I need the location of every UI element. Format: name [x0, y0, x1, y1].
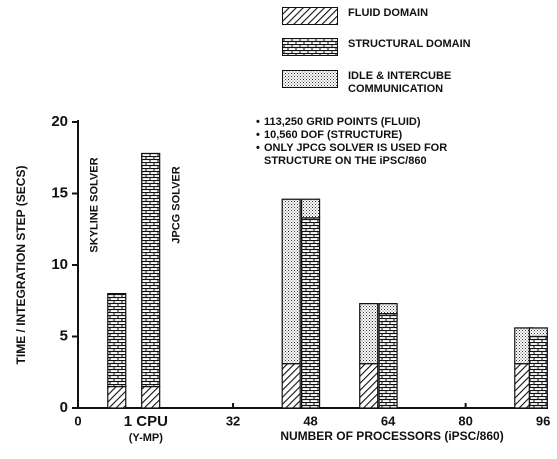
bar-segment: [281, 198, 301, 365]
y-tick-label: 15: [51, 184, 68, 201]
note: 113,250 GRID POINTS (FLUID): [256, 116, 456, 129]
bar-segment: [141, 152, 161, 388]
bar-segment: [300, 217, 321, 409]
y-tick-label: 0: [60, 399, 68, 416]
bar-segment: [528, 335, 548, 409]
bar-segment: [281, 363, 301, 409]
bar-segment: [378, 303, 398, 315]
y-tick-label: 20: [51, 113, 68, 130]
note: 10,560 DOF (STRUCTURE): [256, 129, 456, 142]
x-tick-label: 1 CPU: [124, 413, 168, 430]
bar-segment: [300, 198, 321, 219]
legend-label: FLUID DOMAIN: [348, 7, 429, 19]
bar-annotation: JPCG SOLVER: [171, 166, 183, 243]
bar-segment: [359, 363, 379, 409]
y-tick-label: 5: [60, 327, 68, 344]
legend-label: IDLE & INTERCUBE COMMUNICATION: [348, 70, 452, 95]
legend-swatch: [282, 70, 338, 88]
note: ONLY JPCG SOLVER IS USED FOR STRUCTURE O…: [256, 142, 456, 168]
x-tick-label: 0: [74, 413, 81, 428]
bar-segment: [378, 313, 398, 409]
bar-segment: [107, 385, 127, 409]
bar-segment: [359, 303, 379, 365]
bar-segment: [528, 327, 548, 338]
bar-segment: [141, 385, 161, 409]
x-tick-label: 64: [381, 413, 396, 428]
x-tick-label: 80: [458, 413, 472, 428]
bar-segment: [107, 293, 127, 388]
legend-item: FLUID DOMAIN: [282, 7, 518, 25]
x-tick-label: 96: [536, 413, 550, 428]
legend-label: STRUCTURAL DOMAIN: [348, 38, 471, 50]
y-axis-label: TIME / INTEGRATION STEP (SECS): [14, 166, 28, 365]
legend-swatch: [282, 38, 338, 56]
legend-item: IDLE & INTERCUBE COMMUNICATION: [282, 70, 458, 96]
legend-item: STRUCTURAL DOMAIN: [282, 38, 518, 56]
bar-annotation: SKYLINE SOLVER: [89, 157, 101, 252]
y-tick-label: 10: [51, 256, 68, 273]
x-tick-label: 32: [226, 413, 240, 428]
notes: 113,250 GRID POINTS (FLUID) 10,560 DOF (…: [256, 116, 456, 168]
x-tick-sublabel: (Y-MP): [129, 432, 164, 444]
x-axis-label: NUMBER OF PROCESSORS (iPSC/860): [280, 429, 503, 443]
x-tick-label: 48: [303, 413, 317, 428]
legend-swatch: [282, 7, 338, 25]
